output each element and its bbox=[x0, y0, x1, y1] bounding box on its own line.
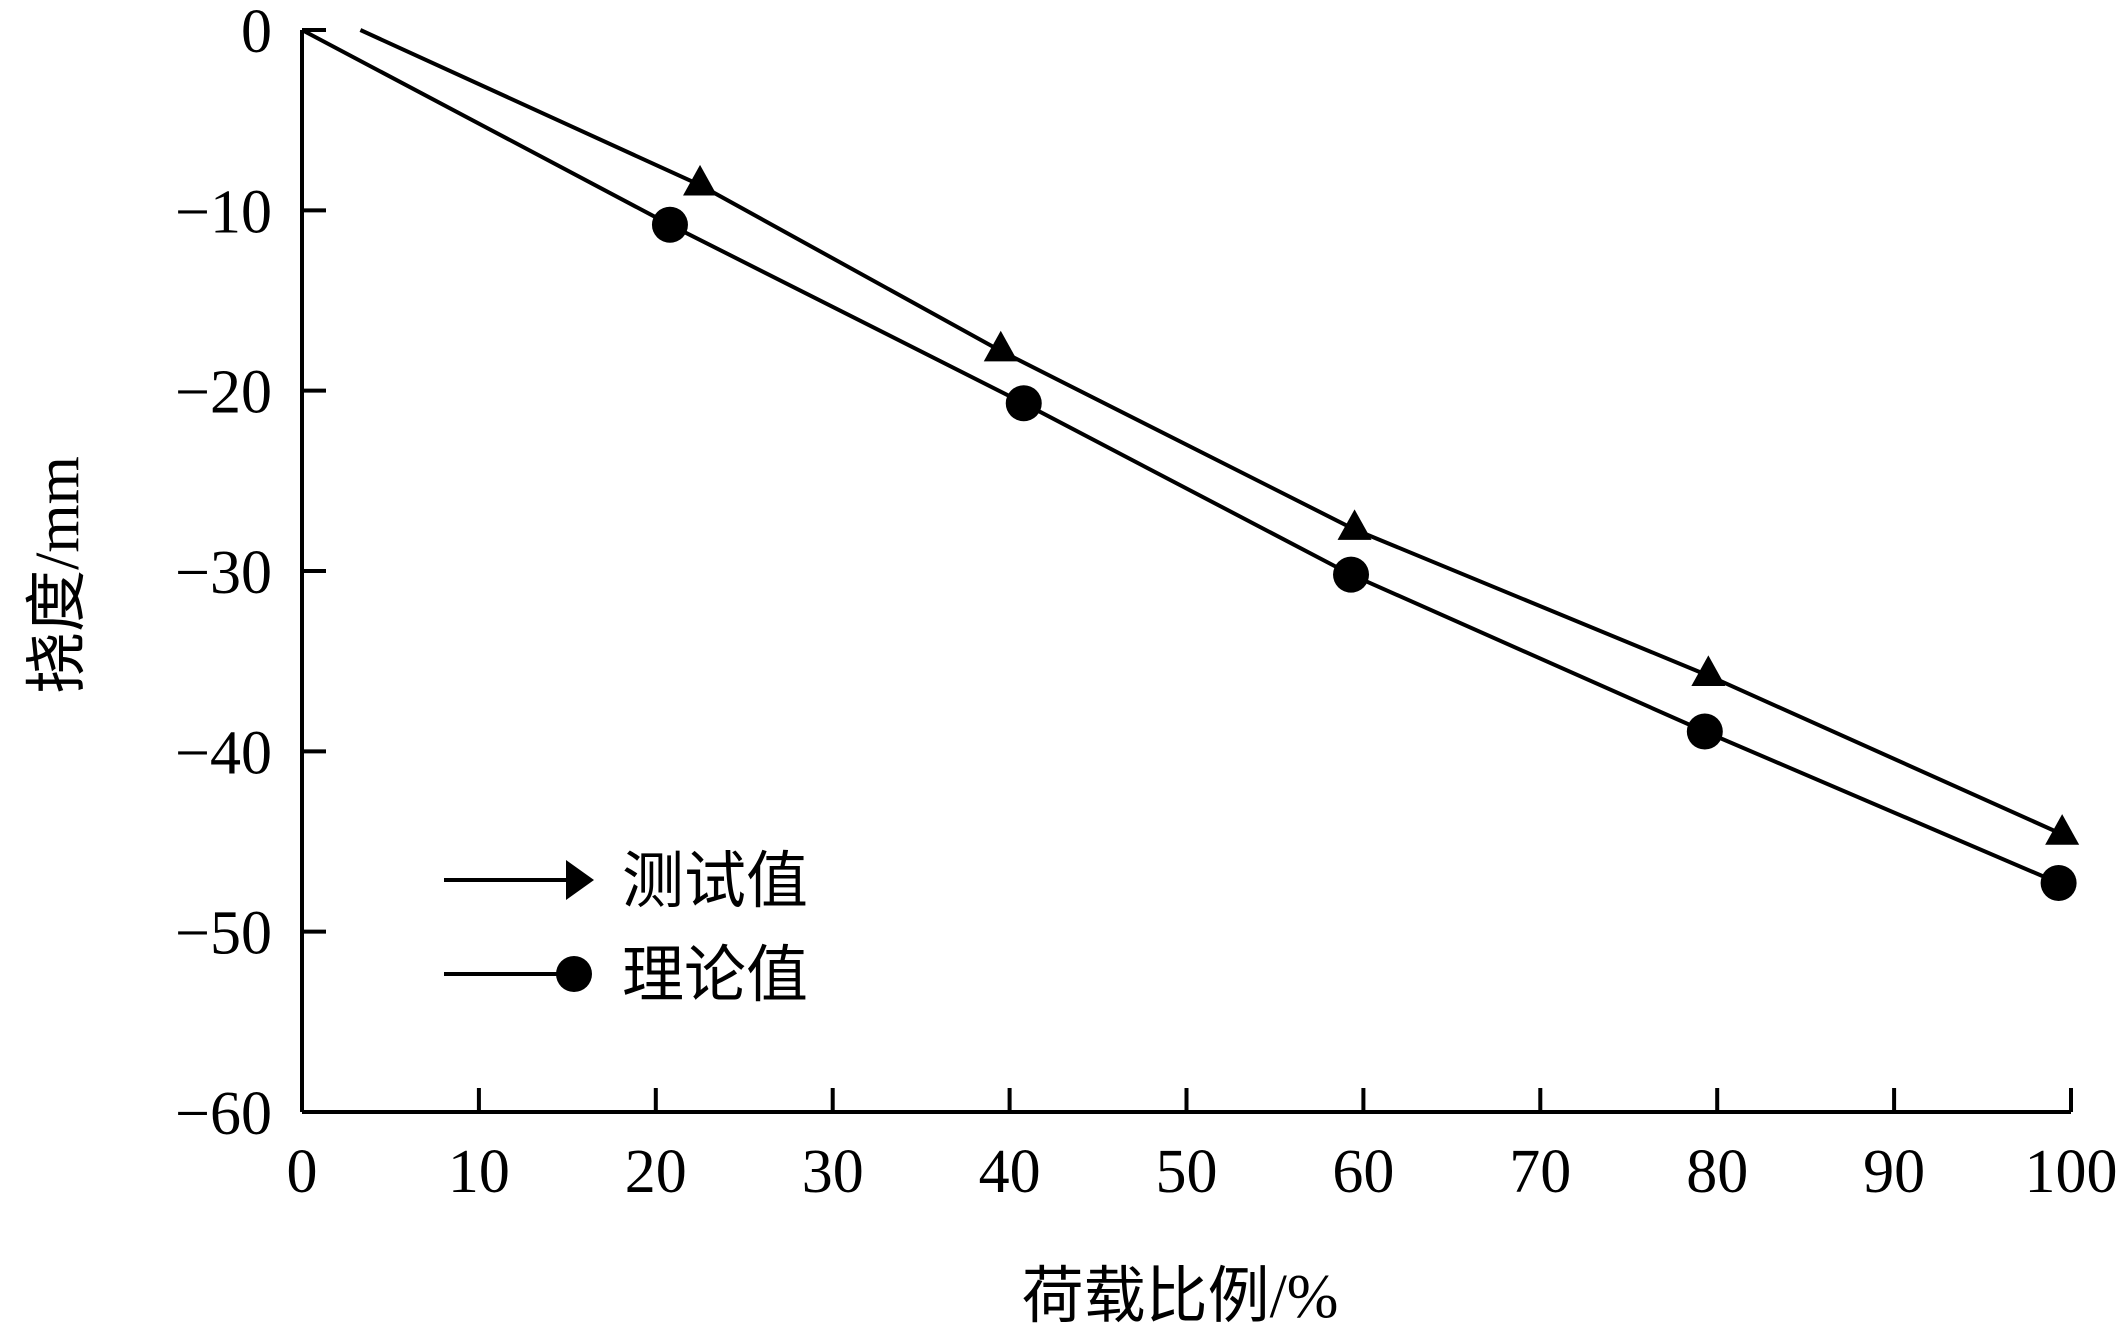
y-tick-label: −60 bbox=[175, 1080, 272, 1148]
x-tick-label: 70 bbox=[1509, 1138, 1571, 1206]
data-point-theory bbox=[1005, 385, 1042, 422]
legend-marker-theory bbox=[556, 956, 592, 992]
x-tick-label: 80 bbox=[1686, 1138, 1748, 1206]
data-point-test bbox=[1691, 655, 1726, 686]
data-point-theory bbox=[1686, 713, 1723, 750]
data-point-theory bbox=[1333, 556, 1370, 593]
data-point-test bbox=[1337, 509, 1372, 540]
series-line-theory bbox=[301, 28, 2060, 885]
series-theory bbox=[301, 28, 2077, 901]
legend-label-theory: 理论值 bbox=[622, 942, 808, 1010]
legend-marker-test bbox=[566, 860, 594, 900]
series-layer bbox=[301, 28, 2080, 901]
legend-item-theory: 理论值 bbox=[444, 942, 808, 1010]
x-axis-title: 荷载比例/% bbox=[1022, 1263, 1339, 1331]
x-tick-label: 90 bbox=[1863, 1138, 1925, 1206]
y-axis-title: 挠度/mm bbox=[24, 456, 92, 694]
series-line-test bbox=[359, 28, 2064, 837]
axes: 0 10 20 30 40 50 60 70 80 90 100 0 −10 −20 −30 −40 −50 −6… bbox=[175, 0, 2117, 1206]
x-tick-label: 20 bbox=[625, 1138, 687, 1206]
x-tick-label: 10 bbox=[448, 1138, 510, 1206]
series-test bbox=[359, 28, 2080, 845]
data-point-test bbox=[2045, 814, 2080, 845]
x-tick-label: 40 bbox=[979, 1138, 1041, 1206]
data-point-theory bbox=[651, 206, 688, 243]
legend-item-test: 测试值 bbox=[444, 848, 808, 916]
legend-label-test: 测试值 bbox=[622, 848, 808, 916]
x-tick-label: 60 bbox=[1332, 1138, 1394, 1206]
x-tick-label: 50 bbox=[1156, 1138, 1218, 1206]
y-tick-label: 0 bbox=[241, 0, 272, 66]
data-point-theory bbox=[2040, 864, 2077, 901]
x-tick-label: 100 bbox=[2025, 1138, 2118, 1206]
y-tick-label: −20 bbox=[175, 359, 272, 427]
data-point-test bbox=[983, 330, 1018, 362]
y-tick-label: −30 bbox=[175, 539, 272, 607]
y-tick-label: −40 bbox=[175, 719, 272, 787]
data-point-test bbox=[683, 164, 718, 196]
y-tick-label: −10 bbox=[175, 178, 272, 246]
x-tick-label: 30 bbox=[802, 1138, 864, 1206]
y-tick-label: −50 bbox=[175, 900, 272, 968]
x-tick-label: 0 bbox=[287, 1138, 318, 1206]
